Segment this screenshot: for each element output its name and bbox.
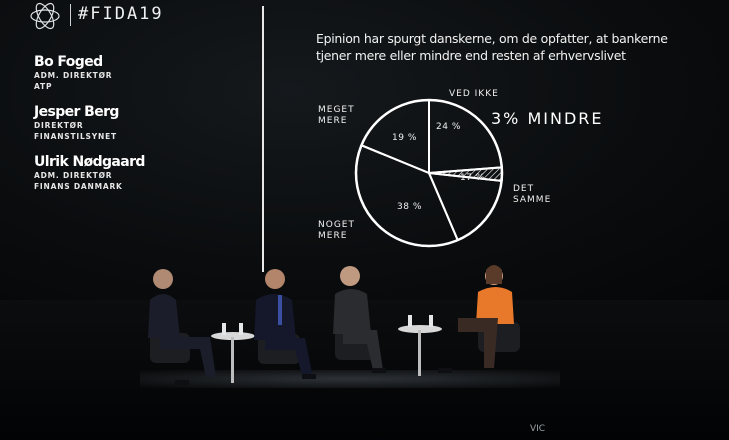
panelist-1 bbox=[148, 269, 216, 385]
logo-separator bbox=[70, 4, 71, 26]
floor-reflection bbox=[140, 370, 560, 388]
speaker-2: Jesper Berg DIREKTØR FINANSTILSYNET bbox=[34, 104, 119, 142]
presentation-screen bbox=[0, 0, 729, 300]
pie-slice-noget-mere bbox=[355, 144, 460, 247]
speaker-role-line: ADM. DIREKTØR bbox=[34, 171, 113, 180]
speaker-role-line: DIREKTØR bbox=[34, 121, 84, 130]
pie-slice-ved-ikke bbox=[428, 98, 503, 175]
pie-slice-meget-mere bbox=[360, 98, 430, 175]
slice-label-det-samme: DET SAMME bbox=[513, 184, 551, 206]
fida-logo-icon bbox=[30, 2, 60, 30]
panelist-3 bbox=[333, 266, 386, 373]
speaker-role-line: ATP bbox=[34, 82, 53, 91]
speaker-role-line: FINANS DANMARK bbox=[34, 182, 123, 191]
slice-label-line: MERE bbox=[318, 116, 348, 126]
slice-label-noget-mere: NOGET MERE bbox=[318, 220, 355, 242]
pie-chart bbox=[354, 98, 504, 248]
event-hashtag: #FIDA19 bbox=[78, 4, 164, 24]
slice-value-noget-mere: 38 % bbox=[397, 202, 422, 212]
side-table-2 bbox=[398, 315, 442, 376]
speaker-role-line: ADM. DIREKTØR bbox=[34, 71, 113, 80]
slice-label-meget-mere: MEGET MERE bbox=[318, 105, 355, 127]
speaker-name: Bo Foged bbox=[34, 54, 103, 70]
slice-label-line: MEGET bbox=[318, 105, 355, 115]
chart-title-line: tjener mere eller mindre end resten af e… bbox=[316, 48, 626, 63]
screen-divider-line bbox=[262, 6, 264, 272]
slice-label-ved-ikke: VED IKKE bbox=[449, 89, 499, 100]
speaker-name: Ulrik Nødgaard bbox=[34, 154, 145, 170]
slice-label-line: MERE bbox=[318, 231, 348, 241]
speaker-1: Bo Foged ADM. DIREKTØR ATP bbox=[34, 54, 112, 92]
slice-label-mindre: 3% MINDRE bbox=[491, 109, 604, 128]
speaker-name: Jesper Berg bbox=[34, 104, 119, 120]
panelist-2 bbox=[254, 269, 316, 379]
speaker-3: Ulrik Nødgaard ADM. DIREKTØR FINANS DANM… bbox=[34, 154, 145, 192]
stage-overlay-text: VIC bbox=[530, 424, 546, 434]
chart-title: Epinion har spurgt danskerne, om de opfa… bbox=[316, 30, 716, 64]
pie-slice-det-samme bbox=[427, 171, 503, 242]
slice-label-line: NOGET bbox=[318, 220, 355, 230]
slice-value-det-samme: 17 % bbox=[460, 173, 485, 183]
speaker-role-line: FINANSTILSYNET bbox=[34, 132, 117, 141]
slice-value-meget-mere: 19 % bbox=[392, 133, 417, 143]
panelist-4 bbox=[438, 265, 520, 373]
slice-label-line: VED IKKE bbox=[449, 89, 499, 99]
slice-label-line: SAMME bbox=[513, 195, 552, 205]
slice-label-line: DET bbox=[513, 184, 535, 194]
side-table-1 bbox=[211, 323, 255, 383]
chart-title-line: Epinion har spurgt danskerne, om de opfa… bbox=[316, 31, 668, 46]
slice-value-ved-ikke: 24 % bbox=[436, 122, 461, 132]
